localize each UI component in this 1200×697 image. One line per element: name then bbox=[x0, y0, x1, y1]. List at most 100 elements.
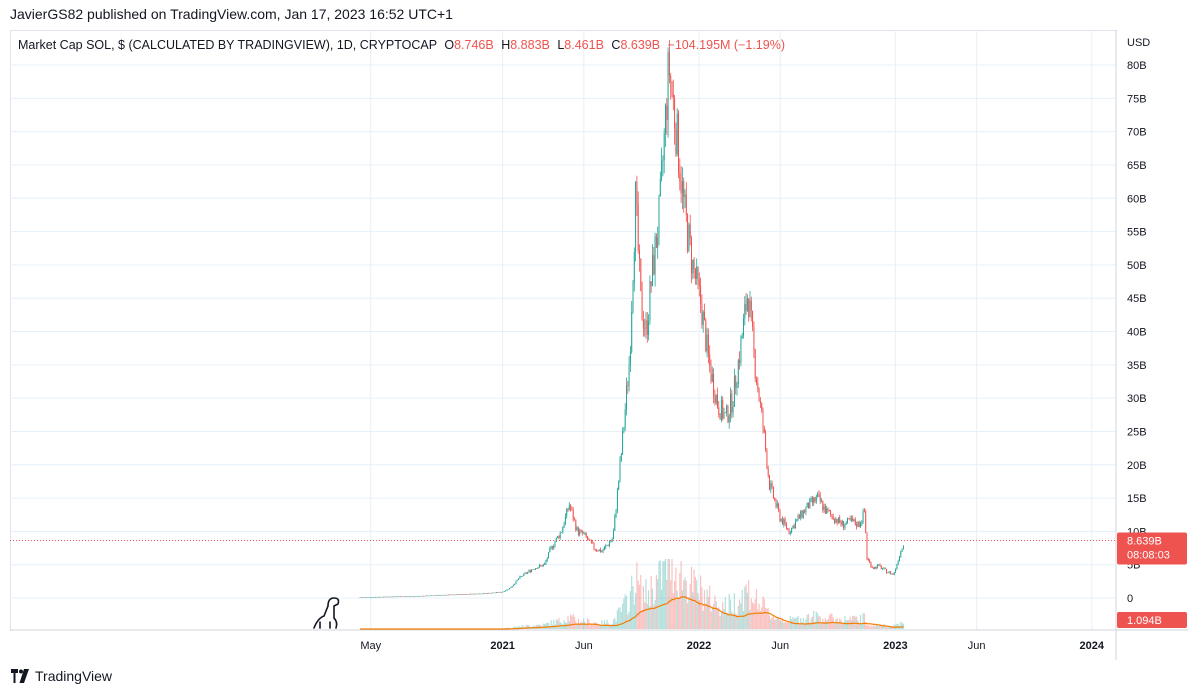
volume-bar bbox=[528, 625, 530, 629]
volume-bar bbox=[703, 590, 706, 629]
volume-bar bbox=[758, 603, 760, 629]
y-tick-label: 30B bbox=[1127, 393, 1147, 405]
candle-body bbox=[470, 593, 471, 595]
candle-body bbox=[722, 399, 724, 419]
candle-body bbox=[548, 552, 549, 559]
candle-body bbox=[421, 595, 423, 597]
volume-bar bbox=[859, 614, 862, 629]
candle-body bbox=[791, 527, 793, 534]
candle-body bbox=[743, 318, 744, 336]
volume-bar bbox=[645, 579, 647, 629]
candle-body bbox=[575, 520, 577, 531]
candle-body bbox=[754, 349, 756, 379]
candle-body bbox=[395, 596, 397, 598]
candle-body bbox=[536, 568, 538, 569]
candle-body bbox=[706, 334, 708, 352]
candle-body bbox=[883, 568, 885, 569]
candle-body bbox=[597, 550, 599, 552]
candle-body bbox=[606, 545, 608, 546]
volume-bar bbox=[625, 595, 628, 629]
volume-bar bbox=[736, 614, 738, 629]
candle-body bbox=[388, 596, 390, 598]
candle-body bbox=[380, 596, 382, 598]
volume-bar bbox=[753, 603, 755, 629]
volume-bar bbox=[879, 624, 881, 629]
candle-body bbox=[847, 518, 848, 523]
candle-body bbox=[733, 376, 735, 408]
volume-bar bbox=[537, 624, 539, 629]
candle-body bbox=[423, 595, 425, 597]
candle-body bbox=[485, 593, 487, 594]
candle-body bbox=[635, 181, 637, 253]
volume-bar bbox=[624, 594, 626, 629]
candle-body bbox=[671, 81, 673, 94]
volume-bar bbox=[767, 608, 769, 629]
volume-bar bbox=[841, 623, 843, 629]
candle-body bbox=[663, 132, 665, 160]
candle-body bbox=[598, 549, 600, 552]
candle-body bbox=[870, 561, 872, 567]
volume-bar bbox=[584, 621, 586, 629]
candle-body bbox=[887, 572, 889, 574]
volume-bar bbox=[653, 604, 655, 629]
volume-badge bbox=[1117, 612, 1187, 628]
volume-bar bbox=[677, 597, 680, 629]
low-label: L bbox=[557, 38, 565, 52]
candle-body bbox=[636, 181, 638, 205]
volume-bar bbox=[636, 562, 638, 629]
candle-body bbox=[860, 523, 861, 527]
footer-brand[interactable]: TradingView bbox=[10, 668, 112, 684]
volume-bar bbox=[598, 624, 600, 629]
volume-bar bbox=[685, 580, 687, 629]
candle-body bbox=[429, 595, 431, 597]
candle-body bbox=[614, 515, 616, 531]
volume-bar bbox=[619, 607, 621, 629]
candle-body bbox=[782, 519, 783, 525]
volume-bar bbox=[883, 623, 885, 629]
volume-bar bbox=[896, 623, 898, 629]
candle-body bbox=[472, 593, 474, 595]
volume-bar bbox=[618, 607, 620, 629]
candle-body bbox=[359, 597, 361, 598]
volume-bar bbox=[606, 619, 608, 629]
candle-body bbox=[676, 113, 678, 155]
candle-body bbox=[875, 566, 877, 569]
volume-bar bbox=[684, 577, 686, 629]
volume-bar bbox=[557, 620, 559, 629]
candle-body bbox=[386, 596, 388, 598]
candle-body bbox=[739, 360, 741, 363]
candle-body bbox=[901, 548, 903, 552]
volume-bar bbox=[542, 623, 544, 629]
candle-body bbox=[519, 576, 521, 579]
volume-bar bbox=[843, 624, 845, 629]
candle-body bbox=[493, 592, 495, 594]
candle-body bbox=[449, 594, 451, 596]
candle-body bbox=[616, 489, 618, 510]
candle-body bbox=[804, 510, 806, 513]
volume-bar bbox=[722, 602, 724, 629]
candle-body bbox=[715, 395, 717, 404]
candle-body bbox=[444, 594, 445, 596]
last-price-value: 8.639B bbox=[1127, 535, 1162, 547]
candle-body bbox=[382, 596, 384, 598]
candle-body bbox=[507, 589, 509, 590]
volume-bar bbox=[757, 609, 759, 629]
candle-body bbox=[529, 570, 531, 573]
volume-bar bbox=[787, 621, 789, 629]
candle-body bbox=[891, 573, 893, 575]
candle-body bbox=[624, 409, 626, 427]
dinosaur-icon[interactable] bbox=[313, 597, 340, 629]
candle-body bbox=[827, 508, 829, 511]
candle-body bbox=[862, 510, 864, 522]
candle-body bbox=[902, 545, 904, 549]
candle-body bbox=[662, 159, 664, 161]
volume-bar bbox=[766, 608, 768, 629]
candle-body bbox=[425, 595, 427, 597]
volume-bar bbox=[687, 603, 689, 629]
candle-body bbox=[408, 596, 410, 597]
candle-body bbox=[563, 524, 565, 528]
volume-bar bbox=[726, 613, 728, 629]
volume-bar bbox=[702, 610, 704, 629]
high-label: H bbox=[501, 38, 511, 52]
